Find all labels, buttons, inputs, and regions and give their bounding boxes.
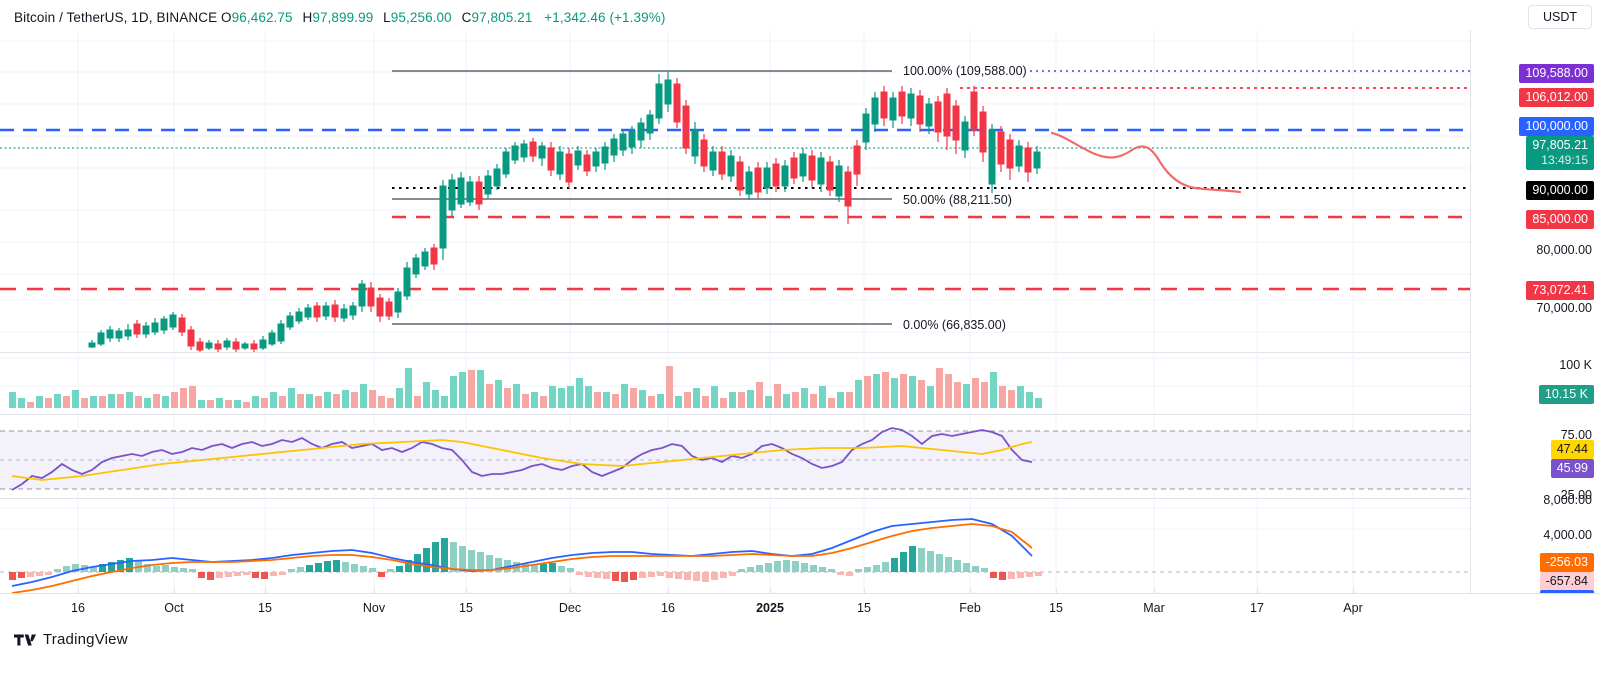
time-label-mar17: 17 [1250,601,1264,615]
pane-separator-volume [0,352,1600,353]
high-label: H [302,10,313,25]
time-tick [770,588,771,594]
price-label-73072[interactable]: 73,072.41 [1526,281,1594,300]
open-label: O [221,10,232,25]
time-tick [1154,588,1155,594]
time-label-oct15: 15 [258,601,272,615]
volume-bars [9,366,1042,408]
rsi-ma-line [11,439,1033,481]
time-label-feb: Feb [959,601,981,615]
price-forecast-path[interactable] [1050,131,1242,194]
time-tick [1056,588,1057,594]
price-label-90000[interactable]: 90,000.00 [1526,181,1594,200]
pane-separator-rsi [0,414,1600,415]
rsi-line [11,427,1033,491]
macd-chart-svg [0,498,1470,593]
macd-label-signal[interactable]: -256.03 [1539,553,1594,572]
time-label-2025: 2025 [756,601,784,615]
time-tick [1257,588,1258,594]
close-label: C [461,10,472,25]
time-label-mar: Mar [1143,601,1165,615]
price-label-106012[interactable]: 106,012.00 [1519,88,1594,107]
time-tick [864,588,865,594]
high-value: 97,899.99 [312,10,374,25]
macd-label-4000: 4,000.00 [1543,528,1592,542]
time-label-apr: Apr [1343,601,1363,615]
macd-line [11,518,1033,587]
price-label-current[interactable]: 97,805.21 13:49:15 [1526,136,1594,170]
time-tick [466,588,467,594]
time-label-sep16: 16 [71,601,85,615]
price-label-100000[interactable]: 100,000.00 [1519,117,1594,136]
volume-label-100k: 100 K [1559,358,1592,372]
time-tick [78,588,79,594]
rsi-label-ma[interactable]: 47.44 [1550,440,1594,459]
time-tick [570,588,571,594]
countdown-timer: 13:49:15 [1541,153,1588,167]
time-label-dec16: 16 [661,601,675,615]
volume-chart-svg [0,352,1470,414]
fib-label-100: 100.00% (109,588.00) [900,64,1030,78]
rsi-label-value[interactable]: 45.99 [1550,459,1594,478]
rsi-label-25: 25.00 [1560,488,1592,502]
time-label-feb15: 15 [1049,601,1063,615]
volume-pane[interactable] [0,352,1470,414]
pane-separator-macd [0,498,1600,499]
close-value: 97,805.21 [471,10,533,25]
time-tick [174,588,175,594]
macd-pane[interactable] [0,498,1470,593]
candlesticks[interactable] [88,72,1041,352]
price-vgridlines [77,30,1354,352]
fib-lines [392,70,892,325]
time-label-oct: Oct [164,601,184,615]
current-price-value: 97,805.21 [1532,138,1588,152]
price-label-109588[interactable]: 109,588.00 [1519,64,1594,83]
time-tick [970,588,971,594]
time-label-nov15: 15 [459,601,473,615]
price-axis[interactable]: 109,588.00 106,012.00 100,000.00 97,805.… [1470,30,1600,600]
low-label: L [383,10,391,25]
macd-histogram [9,538,1042,582]
time-axis[interactable]: 16 Oct 15 Nov 15 Dec 16 2025 15 Feb 15 M… [0,588,1600,623]
price-label-70000: 70,000.00 [1536,301,1592,315]
rsi-label-75: 75.00 [1560,428,1592,442]
macd-label-histogram[interactable]: -657.84 [1539,572,1594,591]
time-tick [374,588,375,594]
time-label-jan15: 15 [857,601,871,615]
time-label-nov: Nov [362,601,386,615]
rsi-pane[interactable] [0,414,1470,498]
macd-signal-line [11,523,1033,593]
currency-pill[interactable]: USDT [1527,5,1592,29]
chart-legend[interactable]: Bitcoin / TetherUS, 1D, BINANCE O96,462.… [14,10,665,25]
price-label-85000[interactable]: 85,000.00 [1526,210,1594,229]
price-gridlines [0,40,1470,333]
time-tick [265,588,266,594]
symbol-title[interactable]: Bitcoin / TetherUS, 1D, BINANCE [14,10,218,25]
fib-label-50: 50.00% (88,211.50) [900,193,1015,207]
price-label-80000: 80,000.00 [1536,243,1592,257]
fib-label-0: 0.00% (66,835.00) [900,318,1009,332]
tradingview-brand-name: TradingView [43,631,128,648]
tradingview-logo-icon [14,634,36,645]
time-label-dec: Dec [558,601,582,615]
volume-label-current[interactable]: 10.15 K [1538,385,1594,404]
change-value: +1,342.46 (+1.39%) [544,10,666,25]
low-value: 95,256.00 [390,10,452,25]
time-tick [1353,588,1354,594]
open-value: 96,462.75 [231,10,293,25]
tradingview-branding[interactable]: TradingView [14,631,128,648]
rsi-chart-svg [0,414,1470,498]
macd-label-8000: 8,000.00 [1543,493,1592,507]
price-chart-svg [0,30,1470,352]
price-pane[interactable]: 100.00% (109,588.00) 50.00% (88,211.50) … [0,30,1470,352]
time-tick [668,588,669,594]
